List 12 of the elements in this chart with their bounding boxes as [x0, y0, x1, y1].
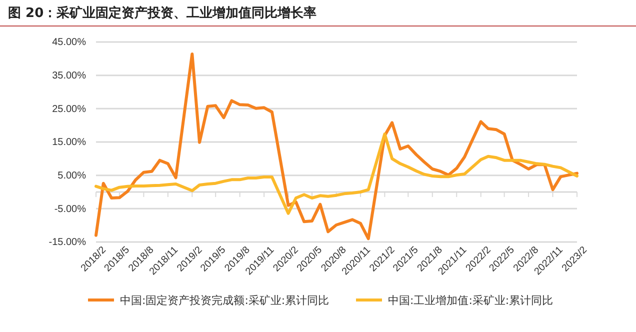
- y-tick-label: 5.00%: [58, 170, 86, 182]
- y-tick-label: 45.00%: [52, 37, 86, 48]
- line-series: [94, 132, 578, 215]
- y-tick-label: 35.00%: [52, 70, 86, 82]
- legend-label: 中国:工业增加值:采矿业:累计同比: [388, 294, 554, 307]
- y-tick-label: 15.00%: [52, 137, 86, 148]
- legend-label: 中国:固定资产投资完成额:采矿业:累计同比: [120, 294, 330, 307]
- y-tick-label: -15.00%: [48, 237, 86, 248]
- line-series: [94, 52, 578, 240]
- y-tick-label: -5.00%: [54, 204, 86, 215]
- y-tick-label: 25.00%: [52, 104, 86, 115]
- chart-title: 图 20：采矿业固定资产投资、工业增加值同比增长率: [8, 5, 317, 21]
